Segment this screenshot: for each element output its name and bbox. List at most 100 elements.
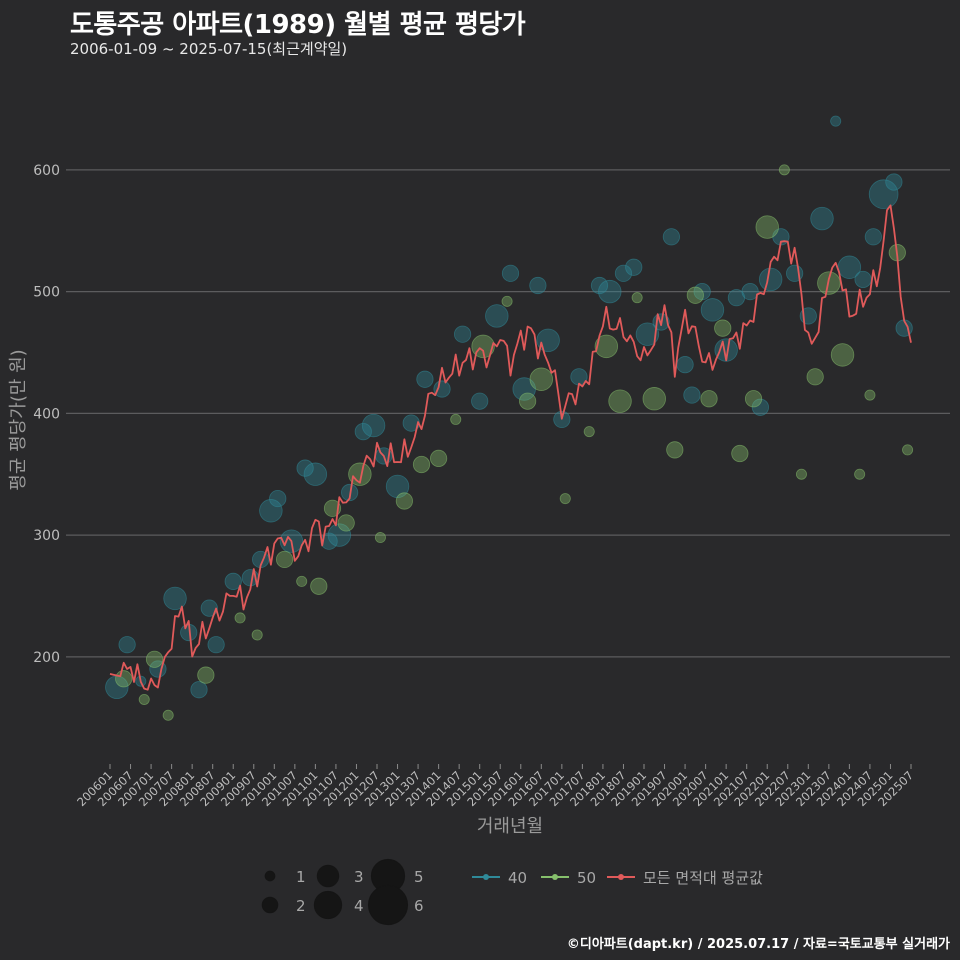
y-axis-ticks: 200 300 400 500 600 xyxy=(33,163,60,666)
point-50 xyxy=(162,709,174,721)
point-50 xyxy=(234,612,246,624)
average-line-path xyxy=(109,204,912,691)
legend-size-swatch xyxy=(316,864,340,888)
legend-series-dot xyxy=(618,874,624,880)
legend-series-label: 40 xyxy=(508,869,527,887)
average-line xyxy=(109,204,912,691)
point-40 xyxy=(385,474,410,499)
legend-series-dot xyxy=(483,874,489,880)
point-50 xyxy=(830,343,855,367)
y-tick-label: 200 xyxy=(33,650,60,666)
point-40 xyxy=(163,586,187,611)
point-50 xyxy=(115,670,133,688)
point-40 xyxy=(714,338,738,362)
point-40 xyxy=(190,681,208,699)
point-40 xyxy=(354,423,372,441)
point-40 xyxy=(118,636,136,654)
point-50 xyxy=(778,164,790,176)
point-50 xyxy=(275,550,294,569)
point-50 xyxy=(337,514,355,532)
point-50 xyxy=(714,319,732,337)
point-40 xyxy=(676,356,694,374)
legend-size-swatch xyxy=(367,884,409,926)
chart-subtitle: 2006-01-09 ~ 2025-07-15(최근계약일) xyxy=(70,40,348,58)
point-50 xyxy=(795,468,807,480)
point-50 xyxy=(864,389,876,401)
point-40 xyxy=(433,380,451,398)
legend-series-dot xyxy=(552,874,558,880)
point-50 xyxy=(731,444,749,463)
y-axis-title: 평균 평당가(만 원) xyxy=(8,349,29,490)
legend-size-swatch xyxy=(261,896,279,914)
point-50 xyxy=(686,286,704,304)
y-tick-label: 500 xyxy=(33,285,60,301)
legend-size-label: 5 xyxy=(414,868,424,886)
point-40 xyxy=(625,258,643,276)
point-50 xyxy=(700,390,718,408)
point-50 xyxy=(310,577,328,595)
legend-size-swatch xyxy=(264,870,276,882)
point-50 xyxy=(806,368,824,386)
point-40 xyxy=(614,264,633,282)
series-50-points xyxy=(115,164,914,721)
point-40 xyxy=(269,489,287,508)
point-40 xyxy=(598,279,622,304)
point-40 xyxy=(590,276,609,295)
y-tick-label: 300 xyxy=(33,528,60,544)
legend-size-label: 2 xyxy=(296,897,306,915)
point-50 xyxy=(296,575,308,587)
point-50 xyxy=(519,392,537,410)
point-50 xyxy=(608,389,632,413)
footer-credit: ©디아파트(dapt.kr) / 2025.07.17 / 자료=국토교통부 실… xyxy=(566,937,950,952)
point-50 xyxy=(395,492,413,510)
point-40 xyxy=(751,398,769,416)
point-50 xyxy=(450,413,462,425)
chart-title: 도통주공 아파트(1989) 월별 평균 평당가 xyxy=(70,10,526,40)
point-50 xyxy=(594,334,619,359)
point-40 xyxy=(700,298,725,322)
point-40 xyxy=(885,173,903,191)
x-axis-ticks: 2006012006072007012007072008012008072009… xyxy=(74,764,916,809)
point-40 xyxy=(854,270,872,289)
point-40 xyxy=(683,386,701,404)
point-50 xyxy=(412,455,431,474)
point-50 xyxy=(854,468,866,480)
point-40 xyxy=(200,599,218,617)
point-40 xyxy=(224,572,242,590)
point-50 xyxy=(145,650,164,668)
point-50 xyxy=(197,666,215,684)
legend-size-label: 4 xyxy=(354,897,364,915)
grid-lines xyxy=(66,169,950,658)
point-50 xyxy=(374,532,386,544)
point-40 xyxy=(296,459,314,477)
point-40 xyxy=(864,228,882,246)
point-50 xyxy=(744,390,763,408)
y-tick-label: 400 xyxy=(33,406,60,422)
legend: 1 2 3 4 5 6 40 50 모든 면적대 평균값 xyxy=(261,858,763,926)
point-40 xyxy=(259,499,283,523)
point-40 xyxy=(868,179,899,209)
legend-size-swatch xyxy=(313,890,343,920)
legend-size-label: 6 xyxy=(414,897,424,915)
point-40 xyxy=(361,413,386,438)
point-40 xyxy=(529,276,547,295)
point-50 xyxy=(631,292,643,304)
point-50 xyxy=(642,387,666,411)
point-40 xyxy=(501,264,520,282)
point-40 xyxy=(471,392,489,410)
point-50 xyxy=(138,693,150,705)
series-40-points xyxy=(105,115,913,699)
point-50 xyxy=(666,441,684,459)
point-50 xyxy=(501,295,513,307)
point-40 xyxy=(741,282,759,301)
point-40 xyxy=(303,462,328,486)
point-50 xyxy=(251,629,263,641)
point-40 xyxy=(662,228,680,246)
point-50 xyxy=(755,215,779,239)
y-tick-label: 600 xyxy=(33,163,60,179)
point-50 xyxy=(430,449,448,467)
point-40 xyxy=(830,115,842,127)
point-40 xyxy=(207,636,225,654)
point-50 xyxy=(902,444,914,456)
